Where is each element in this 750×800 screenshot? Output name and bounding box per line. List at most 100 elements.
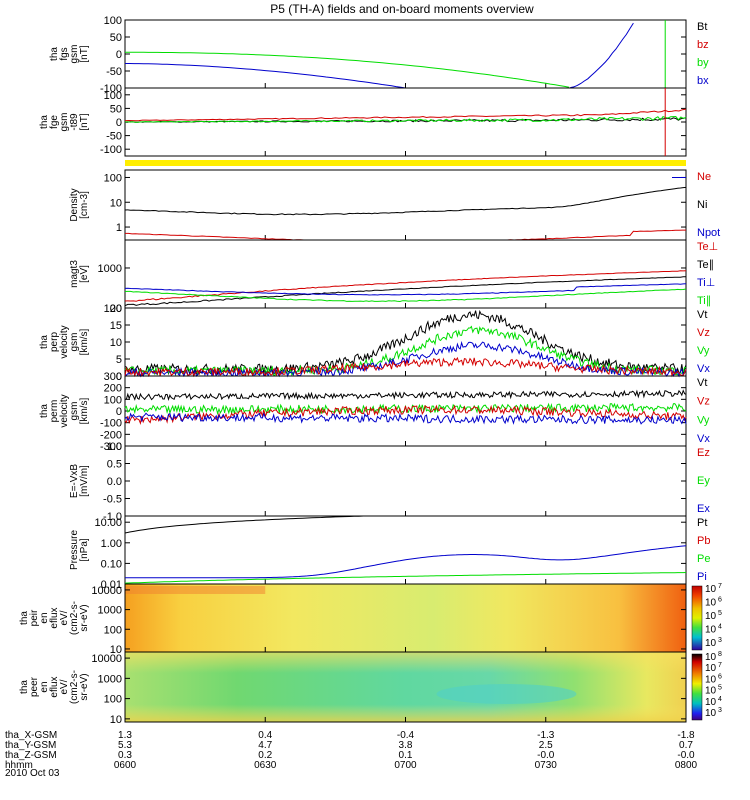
- xaxis-row-value: 0700: [394, 760, 417, 771]
- xaxis-row-value: 0800: [675, 760, 698, 771]
- trace-temp-tepar: [124, 276, 687, 307]
- colorbar-label-peer: 10: [705, 686, 717, 697]
- ytick-label-density: 100: [104, 172, 122, 184]
- ylabel-peer: sr-eV): [79, 673, 90, 700]
- legend-fgs: bx: [697, 75, 709, 87]
- xaxis-row-value: -0.0: [537, 750, 555, 761]
- ytick-label-fge: -50: [106, 131, 122, 143]
- frame-efield: [124, 445, 687, 517]
- heatmap-band-peir: [125, 586, 266, 594]
- legend-vperm: Vt: [697, 377, 707, 389]
- ylabel-vperp: tha: [39, 335, 50, 349]
- ylabel-peir: eflux: [49, 607, 60, 628]
- colorbar-label-peir: 10: [705, 638, 717, 649]
- ytick-label-fgs: -100: [100, 83, 122, 95]
- ylabel-peir: en: [39, 612, 50, 623]
- ylabel-fge: tha: [39, 115, 50, 129]
- ytick-label-vperp: 20: [110, 303, 122, 315]
- panel-temp: 1000 100 magt3 [eV] Te⊥ Te∥ Ti⊥ Ti∥: [69, 239, 718, 315]
- trace-density-ni: [124, 186, 687, 216]
- ytick-label-temp: 1000: [98, 263, 122, 275]
- ytick-label-peir: 1000: [98, 605, 122, 617]
- ylabel-efield: [mV/m]: [79, 465, 90, 497]
- ytick-label-vperm: -300: [100, 441, 122, 453]
- ytick-label-peer: 10000: [91, 653, 122, 665]
- ylabel-vperm: perm: [49, 400, 60, 423]
- trace-fgs-bx2: [570, 22, 634, 89]
- trace-vperp-vx: [124, 340, 687, 378]
- legend-pressure: Pi: [697, 571, 707, 583]
- ylabel-fge: fge: [49, 115, 60, 129]
- colorbar-exponent-peer: 5: [718, 685, 722, 692]
- ytick-label-peer: 1000: [98, 673, 122, 685]
- colorbar-exponent-peir: 5: [718, 610, 722, 617]
- ytick-label-fge: 100: [104, 90, 122, 102]
- colorbar-exponent-peer: 8: [718, 651, 722, 658]
- xaxis-row-value: 1.3: [118, 730, 132, 741]
- ylabel-fgs: fgs: [59, 47, 70, 60]
- ylabel-fgs: gsm: [69, 45, 80, 64]
- colorbar-exponent-peir: 4: [718, 624, 722, 631]
- colorbar-exponent-peer: 6: [718, 673, 722, 680]
- ytick-label-efield: 0.0: [107, 476, 122, 488]
- ytick-label-peir: 100: [104, 624, 122, 636]
- colorbar-label-peer: 10: [705, 708, 717, 719]
- trace-pressure-pi: [125, 545, 687, 579]
- legend-fgs: Bt: [697, 21, 707, 33]
- colorbar-exponent-peer: 4: [718, 696, 722, 703]
- ylabel-density: [cm-3]: [79, 191, 90, 219]
- ylabel-pressure: Pressure: [69, 530, 80, 570]
- xaxis-row-value: 0.1: [399, 750, 413, 761]
- trace-vperm-vt: [124, 389, 687, 401]
- panel-efield: 1.0 0.5 0.0 -0.5 -1.0 E=-VxB [mV/m] Ez Ey Ex: [69, 441, 710, 523]
- ylabel-fge: [nT]: [79, 113, 90, 130]
- ytick-label-peir: 10000: [91, 585, 122, 597]
- colorbar-label-peer: 10: [705, 697, 717, 708]
- trace-fgs-by: [125, 51, 570, 88]
- trace-temp-tiperp: [124, 283, 687, 296]
- panel-fgs: 100 50 0 -50 -100 tha fgs gsm [nT] Bt bz by bx: [49, 15, 709, 95]
- legend-temp: Ti∥: [697, 295, 711, 307]
- ytick-label-vperm: 100: [104, 394, 122, 406]
- legend-vperp: Vt: [697, 309, 707, 321]
- legend-efield: Ex: [697, 503, 710, 515]
- ytick-label-fge: 50: [110, 103, 122, 115]
- trace-temp-teperp: [124, 270, 687, 302]
- xaxis-row-label: tha_X-GSM: [5, 730, 57, 741]
- ylabel-peir: peir: [29, 609, 40, 626]
- trace-vperm-vx: [124, 412, 687, 425]
- ylabel-fge: gsm: [59, 113, 70, 132]
- colorbar-peer: [691, 653, 703, 721]
- ytick-label-pressure: 1.00: [101, 538, 122, 550]
- xaxis-row-value: 0600: [114, 760, 137, 771]
- xaxis-row-value: 0730: [535, 760, 558, 771]
- colorbar-label-peir: 10: [705, 598, 717, 609]
- colorbar-exponent-peir: 3: [718, 637, 722, 644]
- ytick-label-pressure: 10.00: [94, 517, 122, 529]
- legend-vperp: Vx: [697, 363, 710, 375]
- legend-vperm: Vx: [697, 433, 710, 445]
- xaxis-row-value: 2.5: [539, 740, 553, 751]
- legend-efield: Ey: [697, 475, 710, 487]
- trace-fgs-bx: [125, 63, 406, 89]
- ylabel-vperp: gsm: [69, 333, 80, 352]
- ytick-label-vperp: 5: [116, 354, 122, 366]
- colorbar-label-peir: 10: [705, 611, 717, 622]
- ylabel-fge: -t89: [69, 113, 80, 131]
- heatmap-peir: [125, 584, 686, 652]
- frame-fgs: [124, 19, 687, 89]
- panel-vperp: 20 15 10 5 0 tha perp velocity gsm [km/s] Vt Vz Vy Vx: [39, 303, 710, 383]
- ylabel-vperp: perp: [49, 332, 60, 352]
- xaxis-row-value: -0.4: [397, 730, 415, 741]
- xaxis-row-value: 0630: [254, 760, 277, 771]
- ylabel-vperm: [km/s]: [79, 397, 90, 424]
- ytick-label-density: 1: [116, 222, 122, 234]
- ytick-label-peer: 10: [110, 714, 122, 726]
- legend-pressure: Pe: [697, 553, 710, 565]
- ylabel-vperp: velocity: [59, 325, 70, 358]
- ytick-label-vperm: -200: [100, 429, 122, 441]
- trace-vperm-vy: [124, 402, 687, 416]
- xaxis-row-value: 0.2: [258, 750, 272, 761]
- ytick-label-fgs: 100: [104, 15, 122, 27]
